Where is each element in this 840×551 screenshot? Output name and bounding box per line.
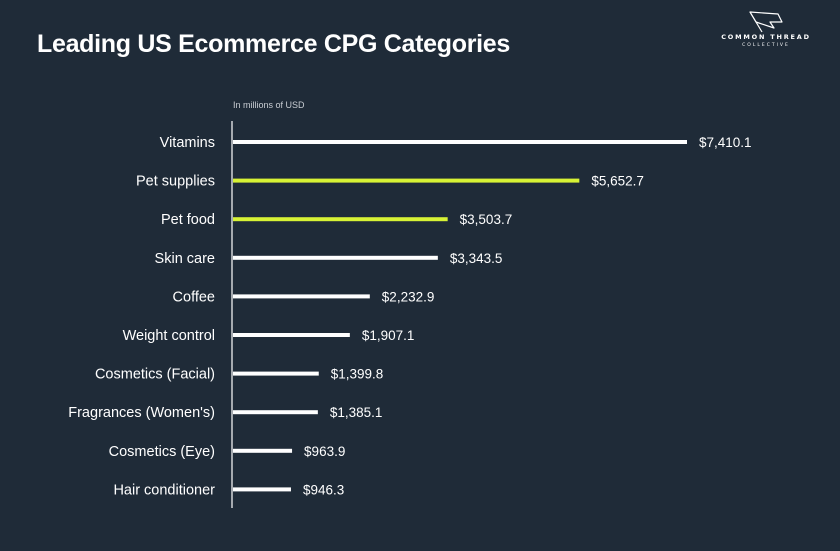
value-label: $1,907.1 — [362, 328, 415, 343]
bar — [233, 487, 291, 492]
brand-subname: COLLECTIVE — [742, 43, 790, 48]
bar — [233, 410, 318, 415]
value-label: $5,652.7 — [591, 174, 644, 189]
category-label: Hair conditioner — [113, 482, 215, 498]
category-label: Vitamins — [160, 135, 215, 151]
category-label: Pet food — [161, 212, 215, 228]
value-label: $1,385.1 — [330, 405, 383, 420]
bar — [233, 333, 350, 337]
value-label: $3,503.7 — [460, 212, 513, 227]
brand-logo: COMMON THREAD COLLECTIVE — [716, 10, 816, 54]
bar — [233, 371, 319, 376]
bar — [233, 294, 370, 299]
category-label: Skin care — [155, 251, 215, 267]
value-label: $963.9 — [304, 444, 345, 459]
value-label: $3,343.5 — [450, 251, 503, 266]
flag-icon — [749, 11, 783, 33]
category-label: Fragrances (Women's) — [68, 405, 215, 421]
category-label: Pet supplies — [136, 174, 215, 190]
category-label: Weight control — [123, 328, 215, 344]
bar — [233, 140, 687, 144]
category-label: Coffee — [173, 289, 215, 305]
value-label: $946.3 — [303, 482, 344, 497]
unit-note: In millions of USD — [233, 100, 305, 110]
bar — [233, 255, 438, 260]
category-label: Cosmetics (Eye) — [109, 444, 215, 460]
value-label: $7,410.1 — [699, 135, 752, 150]
bar — [233, 448, 293, 453]
value-label: $2,232.9 — [382, 289, 435, 304]
category-label: Cosmetics (Facial) — [95, 367, 215, 383]
chart-title: Leading US Ecommerce CPG Categories — [37, 30, 510, 58]
bar — [233, 217, 448, 222]
value-label: $1,399.8 — [331, 367, 384, 382]
bar — [233, 178, 580, 183]
brand-name: COMMON THREAD — [721, 33, 811, 41]
